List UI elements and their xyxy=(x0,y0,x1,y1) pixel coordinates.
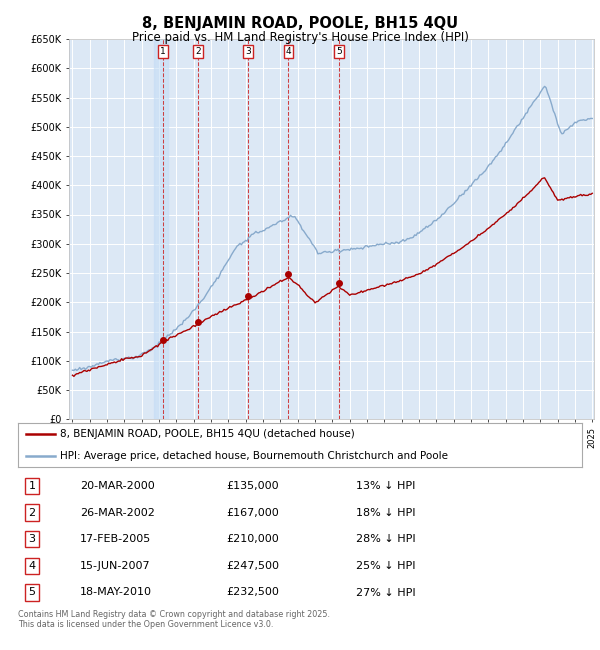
Text: 5: 5 xyxy=(336,47,342,57)
Text: 3: 3 xyxy=(245,47,251,57)
Text: 3: 3 xyxy=(29,534,35,544)
Text: 2: 2 xyxy=(29,508,35,517)
Text: 4: 4 xyxy=(29,561,35,571)
Text: 8, BENJAMIN ROAD, POOLE, BH15 4QU: 8, BENJAMIN ROAD, POOLE, BH15 4QU xyxy=(142,16,458,31)
Text: 2: 2 xyxy=(195,47,201,57)
Text: Contains HM Land Registry data © Crown copyright and database right 2025.
This d: Contains HM Land Registry data © Crown c… xyxy=(18,610,330,629)
Text: 27% ↓ HPI: 27% ↓ HPI xyxy=(356,588,416,597)
Text: 1: 1 xyxy=(29,481,35,491)
Text: 25% ↓ HPI: 25% ↓ HPI xyxy=(356,561,416,571)
Text: £232,500: £232,500 xyxy=(227,588,280,597)
Text: 26-MAR-2002: 26-MAR-2002 xyxy=(80,508,155,517)
Text: £167,000: £167,000 xyxy=(227,508,280,517)
Text: £135,000: £135,000 xyxy=(227,481,280,491)
Text: 1: 1 xyxy=(160,47,166,57)
Text: 18-MAY-2010: 18-MAY-2010 xyxy=(80,588,152,597)
Text: £247,500: £247,500 xyxy=(227,561,280,571)
Text: 5: 5 xyxy=(29,588,35,597)
Text: HPI: Average price, detached house, Bournemouth Christchurch and Poole: HPI: Average price, detached house, Bour… xyxy=(60,450,448,461)
Text: 20-MAR-2000: 20-MAR-2000 xyxy=(80,481,155,491)
Bar xyxy=(154,39,168,419)
Text: Price paid vs. HM Land Registry's House Price Index (HPI): Price paid vs. HM Land Registry's House … xyxy=(131,31,469,44)
Text: 28% ↓ HPI: 28% ↓ HPI xyxy=(356,534,416,544)
Text: 13% ↓ HPI: 13% ↓ HPI xyxy=(356,481,416,491)
Text: 4: 4 xyxy=(286,47,291,57)
Text: 15-JUN-2007: 15-JUN-2007 xyxy=(80,561,151,571)
Text: 17-FEB-2005: 17-FEB-2005 xyxy=(80,534,151,544)
Text: £210,000: £210,000 xyxy=(227,534,280,544)
Text: 8, BENJAMIN ROAD, POOLE, BH15 4QU (detached house): 8, BENJAMIN ROAD, POOLE, BH15 4QU (detac… xyxy=(60,428,355,439)
Text: 18% ↓ HPI: 18% ↓ HPI xyxy=(356,508,416,517)
